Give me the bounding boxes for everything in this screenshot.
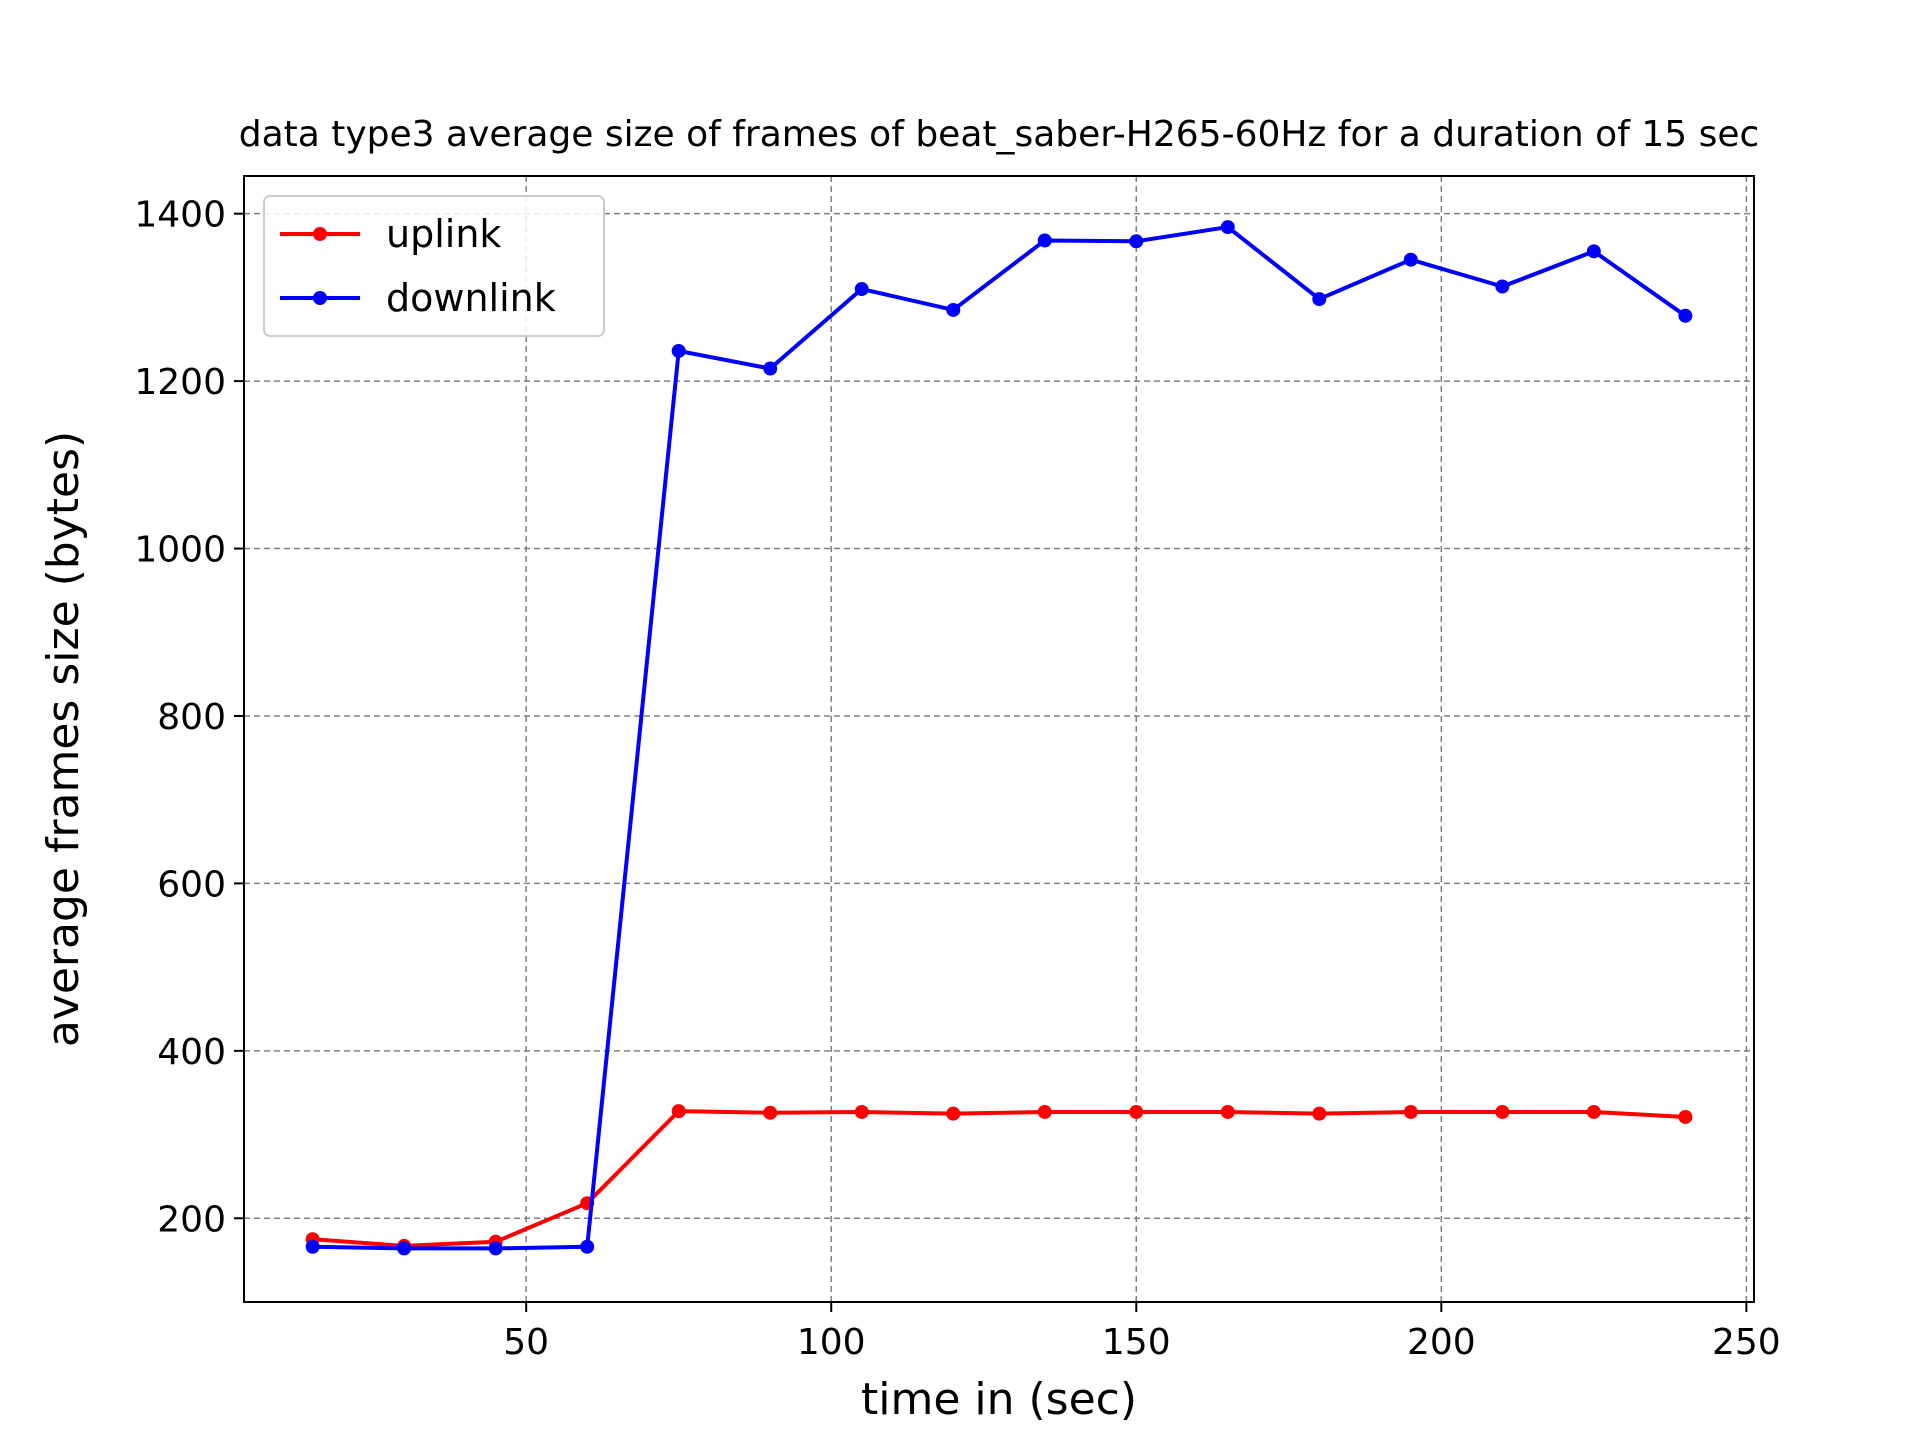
y-tick-label: 400 (157, 1032, 226, 1073)
downlink-point (580, 1239, 595, 1254)
downlink-point (1129, 234, 1144, 249)
x-tick-label: 150 (1102, 1322, 1171, 1363)
x-axis-label: time in (sec) (861, 1374, 1137, 1425)
downlink-point (763, 361, 778, 376)
uplink-point (1678, 1109, 1693, 1124)
x-tick-label: 200 (1407, 1322, 1476, 1363)
chart-title: data type3 average size of frames of bea… (239, 114, 1760, 155)
uplink-point (1403, 1104, 1418, 1119)
plot-frame (243, 175, 1755, 1303)
legend-swatch-marker (313, 227, 327, 241)
downlink-point (1586, 244, 1601, 259)
series-layer (305, 220, 1693, 1256)
downlink-point (1403, 252, 1418, 267)
legend-swatch-marker (313, 291, 327, 305)
uplink-point (1495, 1104, 1510, 1119)
legend-item-uplink: uplink (280, 212, 501, 256)
uplink-point (1312, 1106, 1327, 1121)
uplink-line (312, 1109, 1686, 1248)
x-tick-label: 100 (797, 1322, 866, 1363)
legend-item-downlink: downlink (280, 276, 556, 320)
downlink-point (854, 282, 869, 297)
downlink-point (488, 1241, 503, 1256)
x-tick-label: 250 (1712, 1322, 1781, 1363)
series-downlink (305, 220, 1693, 1256)
downlink-point (1220, 220, 1235, 235)
y-tick-label: 1200 (134, 362, 226, 403)
downlink-point (1495, 279, 1510, 294)
legend: uplink downlink (263, 195, 605, 337)
uplink-point (1037, 1104, 1052, 1119)
downlink-point (671, 343, 686, 358)
legend-label: uplink (386, 212, 501, 256)
downlink-point (397, 1241, 412, 1256)
uplink-point (1586, 1104, 1601, 1119)
downlink-point (946, 302, 961, 317)
uplink-point (946, 1106, 961, 1121)
uplink-point (854, 1104, 869, 1119)
uplink-point (671, 1104, 686, 1119)
downlink-line (312, 225, 1687, 1251)
x-tick-label: 50 (503, 1322, 549, 1363)
legend-label: downlink (386, 276, 556, 320)
uplink-point (1220, 1104, 1235, 1119)
downlink-point (305, 1239, 320, 1254)
downlink-point (1312, 292, 1327, 307)
tick-layer: 50 100 150 200 250 200 400 600 800 1000 1200 1400 (134, 195, 1780, 1363)
y-tick-label: 1000 (134, 530, 226, 571)
downlink-point (1678, 308, 1693, 323)
uplink-point (763, 1105, 778, 1120)
y-tick-label: 800 (157, 697, 226, 738)
legend-box (263, 195, 605, 337)
y-tick-label: 1400 (134, 195, 226, 236)
y-axis-label: average frames size (bytes) (38, 431, 89, 1047)
downlink-point (1037, 233, 1052, 248)
uplink-point (1129, 1104, 1144, 1119)
y-tick-label: 200 (157, 1199, 226, 1240)
y-tick-label: 600 (157, 864, 226, 905)
